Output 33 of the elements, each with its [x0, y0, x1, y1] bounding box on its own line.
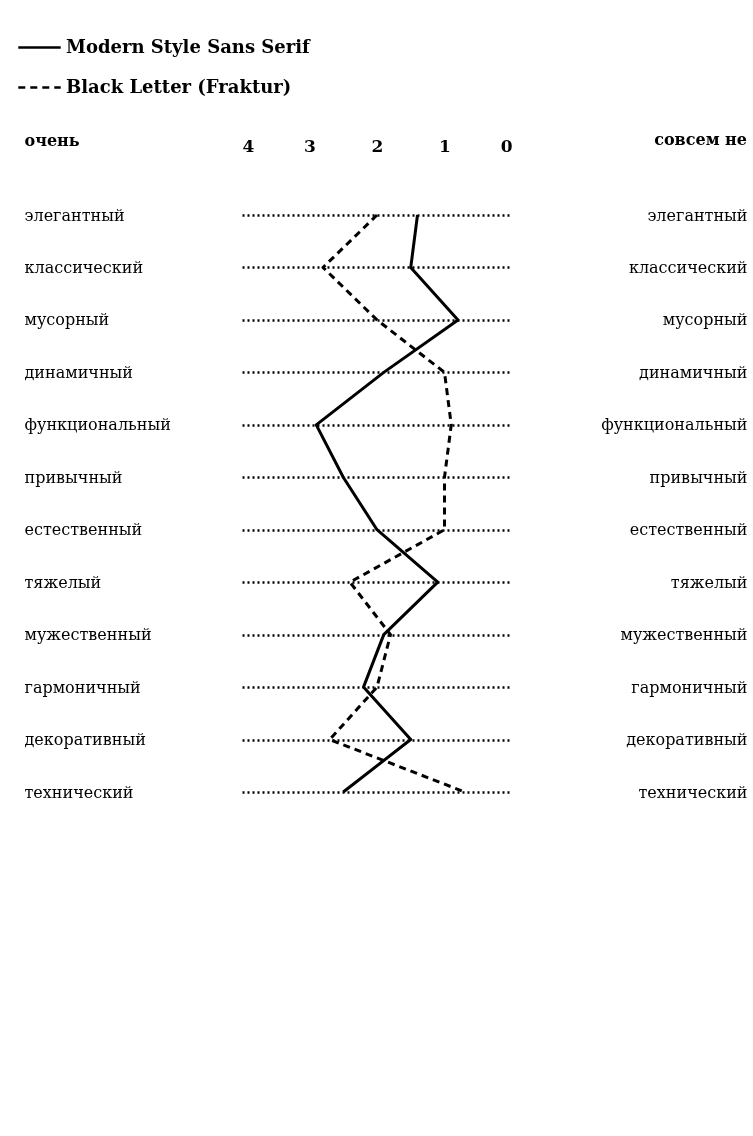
- category-label: элегантный: [647, 205, 748, 225]
- x-tick-label: 0: [500, 135, 513, 156]
- y-tick-label: функциональный: [24, 415, 171, 435]
- category-label: тяжелый: [670, 572, 748, 592]
- category-label: естественный: [629, 520, 748, 540]
- y-tick-label: технический: [24, 782, 134, 802]
- category-label: привычный: [649, 467, 748, 487]
- category-label: технический: [638, 782, 748, 802]
- y-tick-label: гармоничный: [24, 677, 141, 697]
- y-tick-label: классический: [24, 257, 144, 277]
- y-axis-title: очень: [24, 130, 80, 150]
- legend-label: Black Letter (Fraktur): [66, 75, 292, 97]
- category-label: динамичный: [639, 362, 748, 382]
- y-tick-label: элегантный: [24, 205, 125, 225]
- legend-label: Modern Style Sans Serif: [66, 35, 312, 57]
- x-tick-label: 1: [439, 135, 451, 156]
- y-tick-label: привычный: [24, 467, 123, 487]
- y-tick-label: декоративный: [24, 730, 146, 750]
- y-tick-label: тяжелый: [24, 572, 102, 592]
- y-tick-label: мужественный: [24, 625, 152, 645]
- y-tick-label: мусорный: [24, 310, 110, 330]
- category-label: декоративный: [626, 730, 748, 750]
- category-label: гармоничный: [631, 677, 748, 697]
- text: совсем не: [654, 130, 747, 149]
- y-tick-label: естественный: [24, 520, 143, 540]
- y-tick-label: динамичный: [24, 362, 133, 382]
- category-label: функциональный: [601, 415, 748, 435]
- x-tick-label: 3: [304, 135, 316, 156]
- x-tick-label: 2: [371, 135, 384, 156]
- category-label: классический: [628, 257, 748, 277]
- category-label: мужественный: [620, 625, 748, 645]
- x-tick-label: 4: [242, 135, 255, 156]
- category-label: мусорный: [662, 310, 748, 330]
